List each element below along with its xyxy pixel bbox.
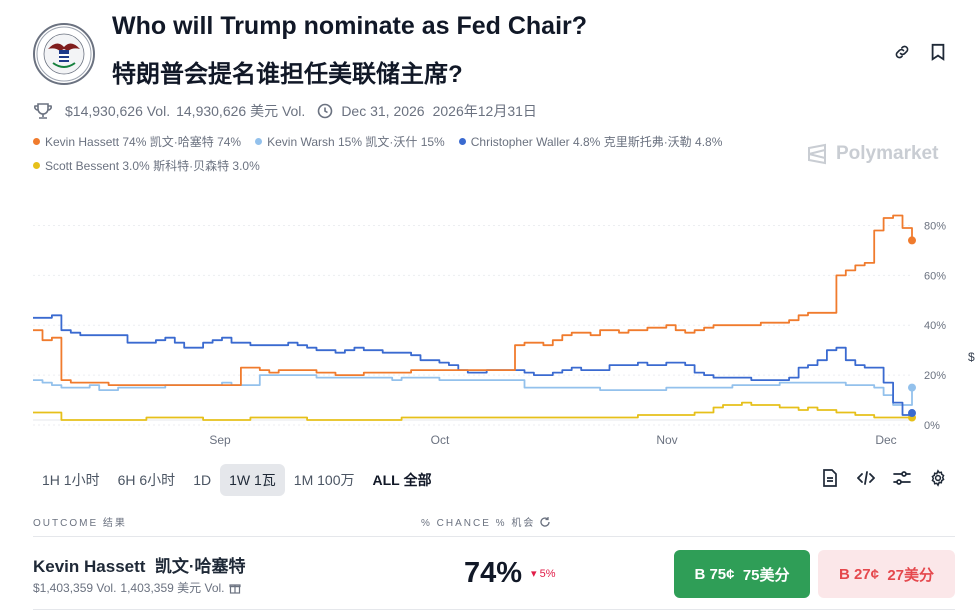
end-date-translation: 2026年12月31日: [432, 103, 537, 119]
range-1h[interactable]: 1H 1小时: [42, 472, 100, 488]
x-tick-label: Dec: [875, 433, 896, 447]
x-tick-label: Sep: [209, 433, 231, 447]
polymarket-logo-icon: [808, 143, 826, 165]
range-1d[interactable]: 1D: [193, 472, 212, 488]
refresh-icon[interactable]: [539, 516, 551, 528]
gift-icon: [228, 583, 241, 594]
chart-settings-sliders-button[interactable]: [891, 467, 913, 489]
market-title: Who will Trump nominate as Fed Chair?: [112, 12, 588, 40]
range-6h[interactable]: 6H 6小时: [117, 472, 176, 488]
embed-button[interactable]: [855, 467, 877, 489]
polymarket-watermark: Polymarket: [806, 143, 938, 165]
row-divider: [33, 609, 955, 610]
legend-item-warsh: Kevin Warsh 15% 凯文·沃什 15%: [255, 133, 445, 150]
chart-legend-row-2: Scott Bessent 3.0% 斯科特·贝森特 3.0%: [33, 157, 260, 174]
series-line-kevin-hassett: [33, 214, 913, 386]
eagle-seal-icon: [36, 26, 92, 82]
chance-column-header: % CHANCE % 机会: [421, 514, 551, 529]
x-tick-label: Nov: [656, 433, 677, 447]
y-tick-label: 40%: [924, 320, 946, 332]
trophy-icon: [34, 103, 52, 119]
x-tick-label: Oct: [431, 433, 450, 447]
clipped-price-label: $: [968, 350, 975, 364]
y-tick-label: 20%: [924, 370, 946, 382]
table-divider: [33, 536, 955, 537]
bookmark-icon: [931, 43, 945, 61]
buy-no-button[interactable]: B 27¢ 27美分: [818, 550, 955, 598]
bookmark-button[interactable]: [926, 40, 950, 64]
outcome-name: Kevin Hassett 凯文·哈塞特: [33, 557, 246, 576]
series-endpoint-christopher-waller: [908, 409, 916, 418]
range-1m[interactable]: 1M 100万: [293, 472, 355, 488]
total-volume-translation: 14,930,626 美元 Vol.: [176, 103, 306, 119]
buy-yes-button[interactable]: B 75¢ 75美分: [674, 550, 810, 598]
y-tick-label: 60%: [924, 270, 946, 282]
series-endpoint-kevin-warsh: [908, 383, 916, 392]
time-range-selector: 1H 1小时 6H 6小时 1D 1W 1瓦 1M 100万 ALL 全部: [33, 464, 441, 496]
code-icon: [857, 471, 875, 485]
legend-item-waller: Christopher Waller 4.8% 克里斯托弗·沃勒 4.8%: [458, 133, 722, 150]
outcome-chance: 74%: [464, 557, 523, 589]
settings-button[interactable]: [927, 467, 949, 489]
end-date: Dec 31, 2026: [341, 103, 425, 119]
range-all[interactable]: ALL 全部: [372, 472, 432, 488]
legend-item-hassett: Kevin Hassett 74% 凯文·哈塞特 74%: [33, 133, 241, 150]
outcome-volume: $1,403,359 Vol. 1,403,359 美元 Vol.: [33, 579, 241, 596]
price-history-chart[interactable]: 0% 20% 40% 60% 80% Sep Oct Nov Dec: [0, 205, 976, 455]
chart-legend-row-1: Kevin Hassett 74% 凯文·哈塞特 74% Kevin Warsh…: [33, 133, 722, 150]
document-icon: [823, 469, 837, 487]
outcome-change: ▾ 5%: [531, 568, 556, 580]
total-volume: $14,930,626 Vol.: [65, 103, 171, 119]
rules-button[interactable]: [819, 467, 841, 489]
sliders-icon: [893, 471, 911, 485]
copy-link-button[interactable]: [890, 40, 914, 64]
y-tick-label: 80%: [924, 220, 946, 232]
legend-item-bessent: Scott Bessent 3.0% 斯科特·贝森特 3.0%: [33, 157, 260, 174]
outcome-column-header: OUTCOME 结果: [33, 518, 127, 529]
market-title-translation: 特朗普会提名谁担任美联储主席?: [112, 61, 463, 88]
market-meta: $14,930,626 Vol. 14,930,626 美元 Vol. Dec …: [33, 101, 537, 121]
link-icon: [895, 45, 909, 59]
series-endpoint-kevin-hassett: [908, 236, 916, 245]
range-1w[interactable]: 1W 1瓦: [220, 464, 285, 496]
fed-seal-logo: [33, 23, 95, 85]
series-line-kevin-warsh: [33, 374, 913, 406]
series-line-christopher-waller: [33, 314, 913, 416]
clock-icon: [318, 103, 333, 119]
gear-icon: [931, 469, 945, 487]
y-tick-label: 0%: [924, 420, 940, 432]
series-line-scott-bessent: [33, 401, 912, 421]
